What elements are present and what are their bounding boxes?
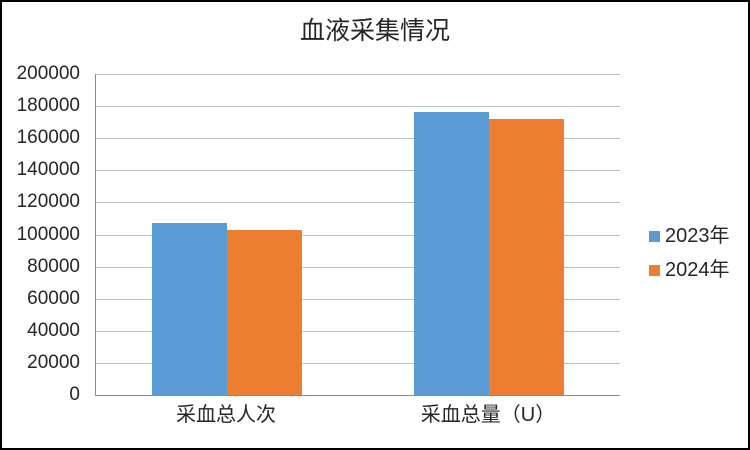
gridline [96, 266, 620, 268]
gridline [96, 298, 620, 300]
bar [414, 111, 489, 395]
y-axis-tick-label: 60000 [27, 287, 80, 309]
legend: 2023年 2024年 [649, 225, 730, 281]
x-axis-category-label: 采血总人次 [176, 404, 276, 426]
x-axis-category-label: 采血总量（U） [420, 404, 556, 426]
bar [489, 118, 564, 395]
legend-entry: 2024年 [649, 259, 730, 281]
y-axis-tick-label: 140000 [16, 159, 80, 181]
y-axis-tick-label: 20000 [27, 351, 80, 373]
y-axis-tick-label: 0 [69, 384, 80, 405]
y-axis-tick-label: 100000 [16, 223, 80, 245]
chart-title: 血液采集情况 [299, 17, 450, 45]
y-axis-tick-label: 200000 [16, 63, 80, 84]
gridline [96, 362, 620, 364]
bar [227, 229, 302, 395]
bar [152, 223, 227, 395]
legend-label: 2024年 [665, 259, 730, 281]
y-axis-tick-label: 180000 [16, 95, 80, 117]
gridline [96, 106, 620, 108]
y-axis-tick-label: 80000 [27, 255, 80, 277]
gridline [96, 74, 620, 75]
gridline [96, 170, 620, 172]
legend-color-swatch [649, 264, 660, 276]
y-axis-tick-label: 40000 [27, 319, 80, 341]
gridline [96, 234, 620, 236]
y-axis-tick-label: 160000 [16, 127, 80, 149]
plot-area [95, 74, 620, 396]
legend-color-swatch [649, 230, 660, 242]
gridline [96, 138, 620, 140]
legend-entry: 2023年 [649, 225, 730, 247]
gridline [96, 330, 620, 332]
legend-label: 2023年 [665, 225, 730, 247]
y-axis-tick-label: 120000 [16, 191, 80, 213]
gridline [96, 202, 620, 204]
